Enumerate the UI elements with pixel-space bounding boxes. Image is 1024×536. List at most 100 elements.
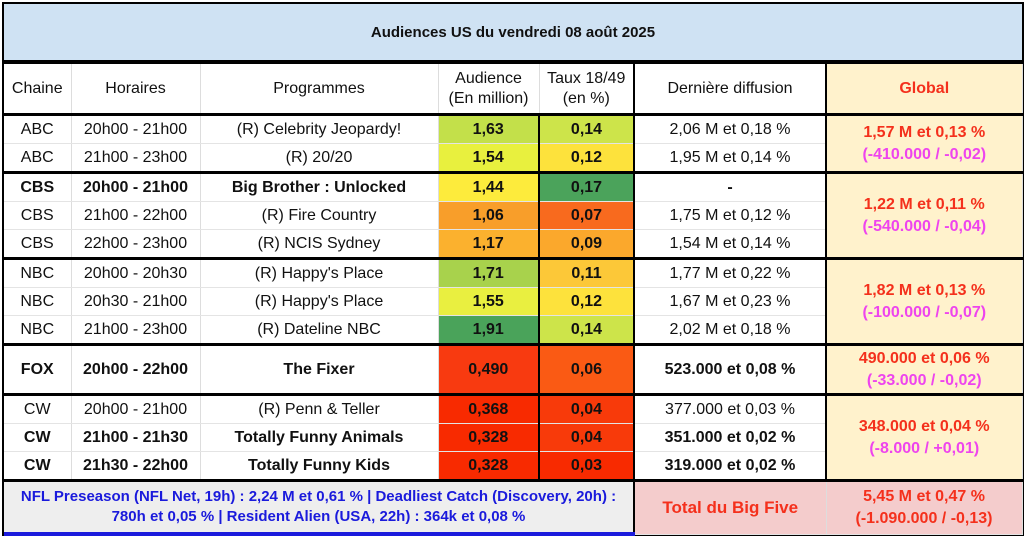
cell-chaine: ABC bbox=[4, 143, 72, 174]
global-line1: 1,22 M et 0,11 % bbox=[863, 195, 985, 213]
table-title: Audiences US du vendredi 08 août 2025 bbox=[4, 4, 1022, 64]
cell-taux: 0,11 bbox=[539, 258, 635, 288]
global-line2: (-410.000 / -0,02) bbox=[862, 145, 987, 163]
header-programmes: Programmes bbox=[200, 64, 439, 116]
cell-audience: 1,06 bbox=[438, 201, 540, 230]
cell-derniere-diffusion: 319.000 et 0,02 % bbox=[634, 451, 827, 482]
global-line1: 348.000 et 0,04 % bbox=[858, 417, 990, 435]
cell-audience: 1,55 bbox=[438, 287, 540, 316]
cell-derniere-diffusion: 523.000 et 0,08 % bbox=[634, 344, 827, 396]
cell-audience: 1,91 bbox=[438, 315, 540, 346]
cell-chaine: ABC bbox=[4, 114, 72, 144]
header-audience: Audience (En million) bbox=[438, 64, 540, 116]
total-value: 5,45 M et 0,47 % (-1.090.000 / -0,13) bbox=[826, 480, 1023, 535]
cell-horaires: 20h00 - 21h00 bbox=[71, 114, 201, 144]
cell-derniere-diffusion: 1,67 M et 0,23 % bbox=[634, 287, 827, 316]
cell-global: 1,22 M et 0,11 % (-540.000 / -0,04) bbox=[826, 172, 1023, 260]
cell-taux: 0,17 bbox=[539, 172, 635, 202]
cell-derniere-diffusion: 351.000 et 0,02 % bbox=[634, 423, 827, 452]
cell-audience: 0,368 bbox=[438, 394, 540, 424]
cell-audience: 1,71 bbox=[438, 258, 540, 288]
global-line2: (-540.000 / -0,04) bbox=[862, 217, 987, 235]
cell-derniere-diffusion: 1,54 M et 0,14 % bbox=[634, 229, 827, 260]
cell-derniere-diffusion: 1,95 M et 0,14 % bbox=[634, 143, 827, 174]
global-line2: (-33.000 / -0,02) bbox=[866, 371, 982, 389]
header-chaine: Chaine bbox=[4, 64, 72, 116]
global-line1: 490.000 et 0,06 % bbox=[858, 349, 990, 367]
cell-chaine: CBS bbox=[4, 172, 72, 202]
cell-taux: 0,12 bbox=[539, 287, 635, 316]
cell-horaires: 21h00 - 23h00 bbox=[71, 143, 201, 174]
cell-audience: 1,44 bbox=[438, 172, 540, 202]
table-body: ABC 20h00 - 21h00 (R) Celebrity Jeopardy! 1… bbox=[4, 114, 1023, 482]
cell-taux: 0,09 bbox=[539, 229, 635, 260]
cell-derniere-diffusion: 2,06 M et 0,18 % bbox=[634, 114, 827, 144]
cell-programme: Big Brother : Unlocked bbox=[200, 172, 439, 202]
cell-programme: (R) 20/20 bbox=[200, 143, 439, 174]
cell-chaine: CBS bbox=[4, 201, 72, 230]
cell-audience: 0,490 bbox=[438, 344, 540, 396]
cell-chaine: NBC bbox=[4, 287, 72, 316]
cell-chaine: CW bbox=[4, 451, 72, 482]
cell-horaires: 20h00 - 20h30 bbox=[71, 258, 201, 288]
cell-global: 348.000 et 0,04 % (-8.000 / +0,01) bbox=[826, 394, 1023, 482]
header-derniere: Dernière diffusion bbox=[634, 64, 827, 116]
global-line1: 1,57 M et 0,13 % bbox=[863, 123, 986, 141]
cell-horaires: 21h00 - 23h00 bbox=[71, 315, 201, 346]
total-line2: (-1.090.000 / -0,13) bbox=[855, 509, 993, 527]
table-row: NBC 20h00 - 20h30 (R) Happy's Place 1,71 0,1… bbox=[4, 258, 1023, 346]
header-audience-line2: (En million) bbox=[448, 89, 529, 107]
table-row: NBC 20h30 - 21h00 (R) Happy's Place 1,55 0,1… bbox=[4, 287, 1022, 316]
cell-chaine: NBC bbox=[4, 315, 72, 346]
cell-global: 1,82 M et 0,13 % (-100.000 / -0,07) bbox=[826, 258, 1023, 346]
cell-programme: (R) Penn & Teller bbox=[200, 394, 439, 424]
cell-taux: 0,04 bbox=[539, 423, 635, 452]
cell-horaires: 21h00 - 21h30 bbox=[71, 423, 201, 452]
cell-derniere-diffusion: - bbox=[634, 172, 827, 202]
global-line2: (-100.000 / -0,07) bbox=[862, 303, 987, 321]
header-horaires: Horaires bbox=[71, 64, 201, 116]
cell-programme: Totally Funny Kids bbox=[200, 451, 439, 482]
table-row: CBS 22h00 - 23h00 (R) NCIS Sydney 1,17 0,09 1… bbox=[4, 229, 1022, 260]
cell-chaine: NBC bbox=[4, 258, 72, 288]
ratings-table: Chaine Horaires Programmes Audience (En m… bbox=[4, 64, 1023, 536]
cell-programme: (R) Fire Country bbox=[200, 201, 439, 230]
table-row: CW 21h00 - 21h30 Totally Funny Animals 0,32… bbox=[4, 423, 1022, 452]
cell-derniere-diffusion: 377.000 et 0,03 % bbox=[634, 394, 827, 424]
cell-taux: 0,14 bbox=[539, 315, 635, 346]
table-row: CBS 20h00 - 21h00 Big Brother : Unlocked 1,… bbox=[4, 172, 1023, 260]
cell-audience: 1,63 bbox=[438, 114, 540, 144]
cell-derniere-diffusion: 1,75 M et 0,12 % bbox=[634, 201, 827, 230]
cell-derniere-diffusion: 2,02 M et 0,18 % bbox=[634, 315, 827, 346]
cell-audience: 1,54 bbox=[438, 143, 540, 174]
header-global: Global bbox=[826, 64, 1023, 116]
footer-row: NFL Preseason (NFL Net, 19h) : 2,24 M et… bbox=[4, 480, 1023, 536]
cell-programme: The Fixer bbox=[200, 344, 439, 396]
header-row: Chaine Horaires Programmes Audience (En m… bbox=[4, 64, 1023, 116]
cell-taux: 0,14 bbox=[539, 114, 635, 144]
table-row: ABC 21h00 - 23h00 (R) 20/20 1,54 0,12 1,95 M … bbox=[4, 143, 1022, 174]
cell-global: 1,57 M et 0,13 % (-410.000 / -0,02) bbox=[826, 114, 1023, 174]
cell-audience: 0,328 bbox=[438, 451, 540, 482]
cell-horaires: 21h30 - 22h00 bbox=[71, 451, 201, 482]
cell-taux: 0,04 bbox=[539, 394, 635, 424]
cell-audience: 1,17 bbox=[438, 229, 540, 260]
table-row: ABC 20h00 - 21h00 (R) Celebrity Jeopardy! 1… bbox=[4, 114, 1023, 174]
cell-programme: (R) Happy's Place bbox=[200, 287, 439, 316]
other-networks-note: NFL Preseason (NFL Net, 19h) : 2,24 M et… bbox=[4, 480, 635, 536]
cell-global: 490.000 et 0,06 % (-33.000 / -0,02) bbox=[826, 344, 1023, 396]
cell-horaires: 20h00 - 21h00 bbox=[71, 394, 201, 424]
header-audience-line1: Audience bbox=[455, 69, 522, 87]
cell-taux: 0,06 bbox=[539, 344, 635, 396]
cell-taux: 0,12 bbox=[539, 143, 635, 174]
cell-programme: (R) Dateline NBC bbox=[200, 315, 439, 346]
cell-horaires: 20h00 - 21h00 bbox=[71, 172, 201, 202]
table-row: NBC 21h00 - 23h00 (R) Dateline NBC 1,91 0,14… bbox=[4, 315, 1022, 346]
cell-chaine: CW bbox=[4, 394, 72, 424]
table-row: CW 20h00 - 21h00 (R) Penn & Teller 0,368 0,0… bbox=[4, 394, 1023, 482]
global-line2: (-8.000 / +0,01) bbox=[869, 439, 980, 457]
cell-chaine: CBS bbox=[4, 229, 72, 260]
cell-programme: (R) Happy's Place bbox=[200, 258, 439, 288]
header-taux-line1: Taux 18/49 bbox=[547, 69, 626, 87]
